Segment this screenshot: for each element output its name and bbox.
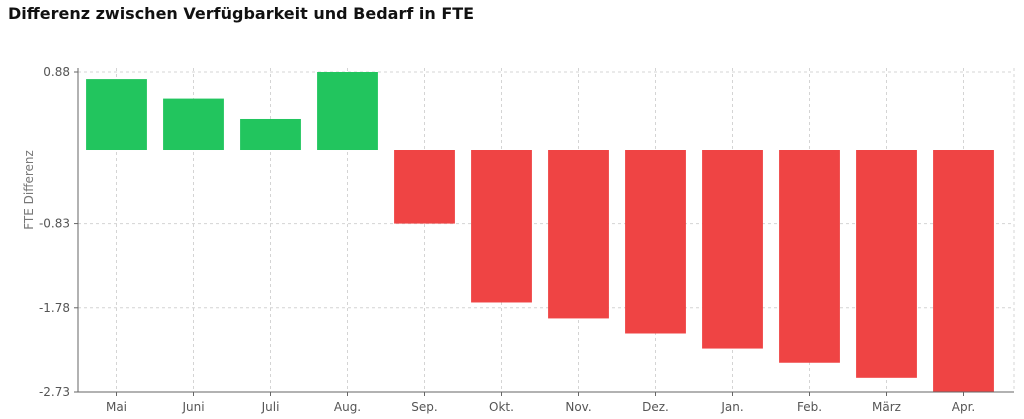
x-tick-label: Mai [106, 400, 127, 414]
bar-Feb.[interactable] [779, 150, 840, 363]
bar-Jan.[interactable] [702, 150, 763, 349]
x-tick-label: Nov. [565, 400, 591, 414]
x-tick-label: März [872, 400, 901, 414]
y-tick-label: -0.83 [39, 217, 70, 231]
bar-Sep.[interactable] [394, 150, 455, 224]
bar-Aug.[interactable] [317, 72, 378, 151]
y-tick-label: -1.78 [39, 301, 70, 315]
x-tick-label: Sep. [411, 400, 437, 414]
bar-Juli[interactable] [240, 118, 301, 151]
x-tick-label: Jan. [720, 400, 743, 414]
bar-Apr.[interactable] [933, 150, 994, 392]
x-tick-label: Aug. [334, 400, 361, 414]
chart-title: Differenz zwischen Verfügbarkeit und Bed… [8, 4, 475, 23]
x-tick-label: Dez. [642, 400, 669, 414]
bar-Juni[interactable] [163, 98, 224, 151]
bar-Okt.[interactable] [471, 150, 532, 303]
x-tick-label: Okt. [489, 400, 514, 414]
bar-layer [86, 72, 994, 392]
x-tick-label: Juni [181, 400, 204, 414]
bar-Nov.[interactable] [548, 150, 609, 319]
axis-layer: 0.88 -0.83 -1.78 -2.73 Mai Juni Juli Aug. Sep. Ok… [39, 65, 1014, 414]
bar-März[interactable] [856, 150, 917, 378]
bar-Dez.[interactable] [625, 150, 686, 334]
x-tick-label: Feb. [797, 400, 822, 414]
x-tick-label: Apr. [952, 400, 975, 414]
bar-Mai[interactable] [86, 79, 147, 151]
y-tick-label: 0.88 [43, 65, 70, 79]
y-axis-title: FTE Differenz [22, 150, 36, 230]
y-tick-label: -2.73 [39, 385, 70, 399]
x-tick-label: Juli [261, 400, 280, 414]
